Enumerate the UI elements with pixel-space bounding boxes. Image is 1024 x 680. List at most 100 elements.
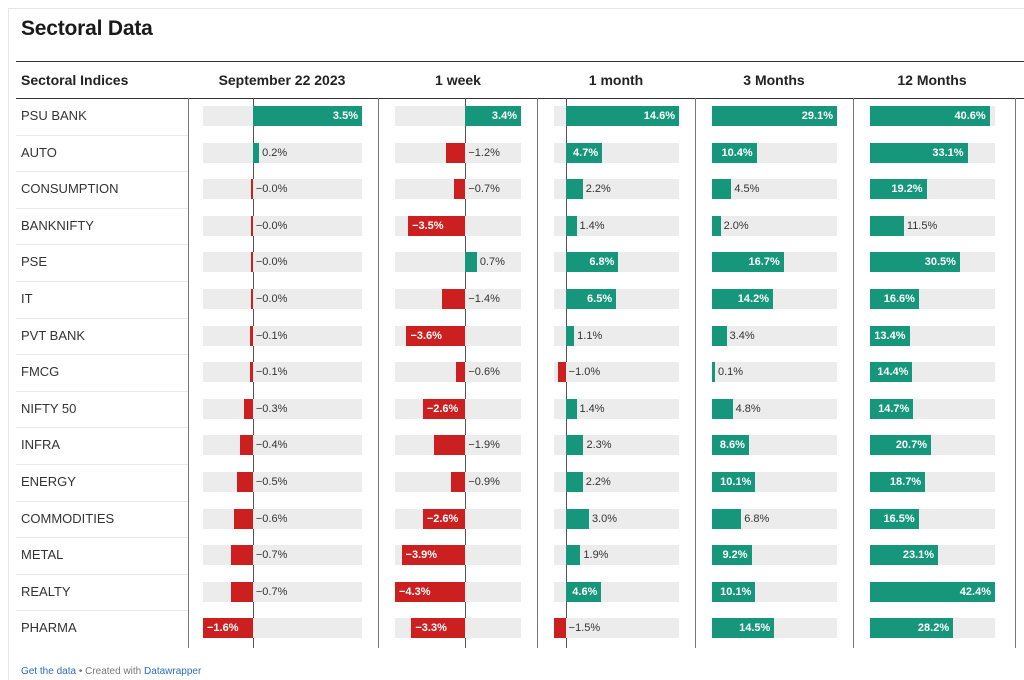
value-label: 1.4% bbox=[579, 219, 605, 232]
bar-pharma-1-month bbox=[554, 618, 566, 639]
row-separator bbox=[16, 500, 188, 502]
bar-pse-3-months bbox=[712, 252, 784, 273]
bar-pse-1-week bbox=[465, 252, 477, 273]
bar-it-september-22-2023 bbox=[250, 289, 253, 309]
bar-pharma-september-22-2023 bbox=[203, 618, 253, 639]
column-header-3-months: 3 Months bbox=[743, 72, 805, 88]
value-label: 28.2% bbox=[917, 622, 950, 635]
column-header-september-22-2023: September 22 2023 bbox=[218, 72, 346, 88]
row-separator bbox=[16, 171, 188, 173]
value-label: 3.4% bbox=[491, 110, 517, 122]
bar-pvt-bank-1-month bbox=[565, 325, 575, 346]
bar-track bbox=[395, 252, 521, 273]
datawrapper-link[interactable]: Datawrapper bbox=[144, 666, 202, 677]
bar-commodities-1-month bbox=[565, 508, 589, 529]
value-label: 14.2% bbox=[737, 293, 769, 305]
value-label: 14.6% bbox=[643, 110, 675, 122]
bar-infra-1-month bbox=[565, 435, 584, 456]
chart-footer: Get the data • Created with Datawrapper bbox=[21, 666, 201, 677]
bar-metal-12-months bbox=[870, 545, 939, 566]
bar-psu-bank-1-week bbox=[465, 106, 521, 126]
bar-infra-3-months bbox=[712, 435, 749, 456]
row-label-pse: PSE bbox=[21, 254, 48, 270]
row-label-infra: INFRA bbox=[21, 437, 60, 453]
column-separator bbox=[853, 98, 854, 648]
bar-banknifty-september-22-2023 bbox=[250, 215, 253, 236]
value-label: −0.7% bbox=[255, 585, 288, 598]
bar-track bbox=[203, 252, 362, 273]
value-label: 0.7% bbox=[479, 256, 505, 269]
value-label: 16.5% bbox=[883, 512, 915, 525]
bar-energy-3-months bbox=[712, 472, 756, 492]
value-label: 10.1% bbox=[720, 476, 752, 488]
bar-psu-bank-1-month bbox=[565, 106, 679, 126]
value-label: 10.4% bbox=[721, 146, 753, 159]
row-label-metal: METAL bbox=[21, 547, 64, 563]
value-label: 42.4% bbox=[959, 585, 991, 598]
bar-it-12-months bbox=[870, 289, 919, 309]
page-title: Sectoral Data bbox=[21, 17, 153, 40]
bar-pvt-bank-12-months bbox=[870, 325, 910, 346]
column-header-1-week: 1 week bbox=[435, 72, 481, 88]
row-label-commodities: COMMODITIES bbox=[21, 510, 115, 526]
bar-track bbox=[203, 179, 362, 200]
bar-nifty-50-1-week bbox=[422, 398, 466, 419]
value-label: 10.1% bbox=[720, 585, 752, 598]
bar-pse-12-months bbox=[870, 252, 960, 273]
bar-it-3-months bbox=[712, 289, 773, 309]
bar-pharma-12-months bbox=[870, 618, 954, 639]
bar-nifty-50-1-month bbox=[565, 398, 577, 419]
bar-metal-september-22-2023 bbox=[231, 545, 253, 566]
bar-fmcg-1-week bbox=[455, 362, 466, 383]
row-label-pharma: PHARMA bbox=[21, 620, 77, 636]
row-separator bbox=[16, 390, 188, 392]
value-label: 3.4% bbox=[729, 329, 755, 342]
value-label: −0.0% bbox=[255, 293, 288, 305]
value-label: −0.3% bbox=[255, 402, 288, 415]
value-label: 6.8% bbox=[589, 256, 615, 269]
bar-auto-1-week bbox=[445, 142, 466, 163]
value-label: −1.4% bbox=[468, 293, 500, 305]
bar-banknifty-1-week bbox=[408, 215, 466, 236]
row-label-auto: AUTO bbox=[21, 144, 57, 160]
column-header-1-month: 1 month bbox=[588, 72, 644, 88]
chart-frame bbox=[8, 8, 1024, 680]
column-header-12-months: 12 Months bbox=[897, 72, 967, 88]
bar-pharma-3-months bbox=[712, 618, 775, 639]
bar-energy-1-week bbox=[450, 472, 466, 492]
value-label: −2.6% bbox=[426, 402, 459, 415]
bar-infra-12-months bbox=[870, 435, 932, 456]
get-data-link[interactable]: Get the data bbox=[21, 666, 77, 677]
bar-track bbox=[712, 398, 837, 419]
bar-track bbox=[712, 508, 837, 529]
bar-realty-12-months bbox=[870, 581, 995, 602]
bar-banknifty-3-months bbox=[712, 215, 721, 236]
footer-separator: • Created with bbox=[76, 666, 145, 677]
value-label: 13.4% bbox=[874, 329, 906, 342]
bar-track bbox=[712, 325, 837, 346]
bar-commodities-12-months bbox=[870, 508, 919, 529]
bar-energy-1-month bbox=[565, 472, 583, 492]
bar-energy-12-months bbox=[870, 472, 926, 492]
bar-track bbox=[554, 362, 679, 383]
value-label: 16.6% bbox=[883, 293, 915, 305]
value-label: −0.6% bbox=[468, 366, 500, 379]
bar-realty-1-week bbox=[395, 581, 466, 602]
bar-track bbox=[712, 215, 837, 236]
row-label-pvt-bank: PVT BANK bbox=[21, 327, 86, 343]
bar-track bbox=[712, 179, 837, 200]
value-label: 8.6% bbox=[719, 439, 745, 452]
value-label: −1.5% bbox=[568, 622, 601, 635]
value-label: −3.6% bbox=[410, 329, 442, 342]
value-label: −0.0% bbox=[255, 256, 288, 269]
row-separator bbox=[16, 610, 188, 612]
value-label: 14.5% bbox=[739, 622, 771, 635]
bar-auto-september-22-2023 bbox=[252, 142, 260, 163]
value-label: 0.1% bbox=[718, 366, 744, 379]
value-label: 4.7% bbox=[573, 146, 599, 159]
bar-realty-3-months bbox=[712, 581, 756, 602]
bar-psu-bank-september-22-2023 bbox=[252, 106, 362, 126]
row-label-nifty-50: NIFTY 50 bbox=[21, 400, 77, 416]
bar-realty-1-month bbox=[565, 581, 602, 602]
bar-pharma-1-week bbox=[411, 618, 466, 639]
